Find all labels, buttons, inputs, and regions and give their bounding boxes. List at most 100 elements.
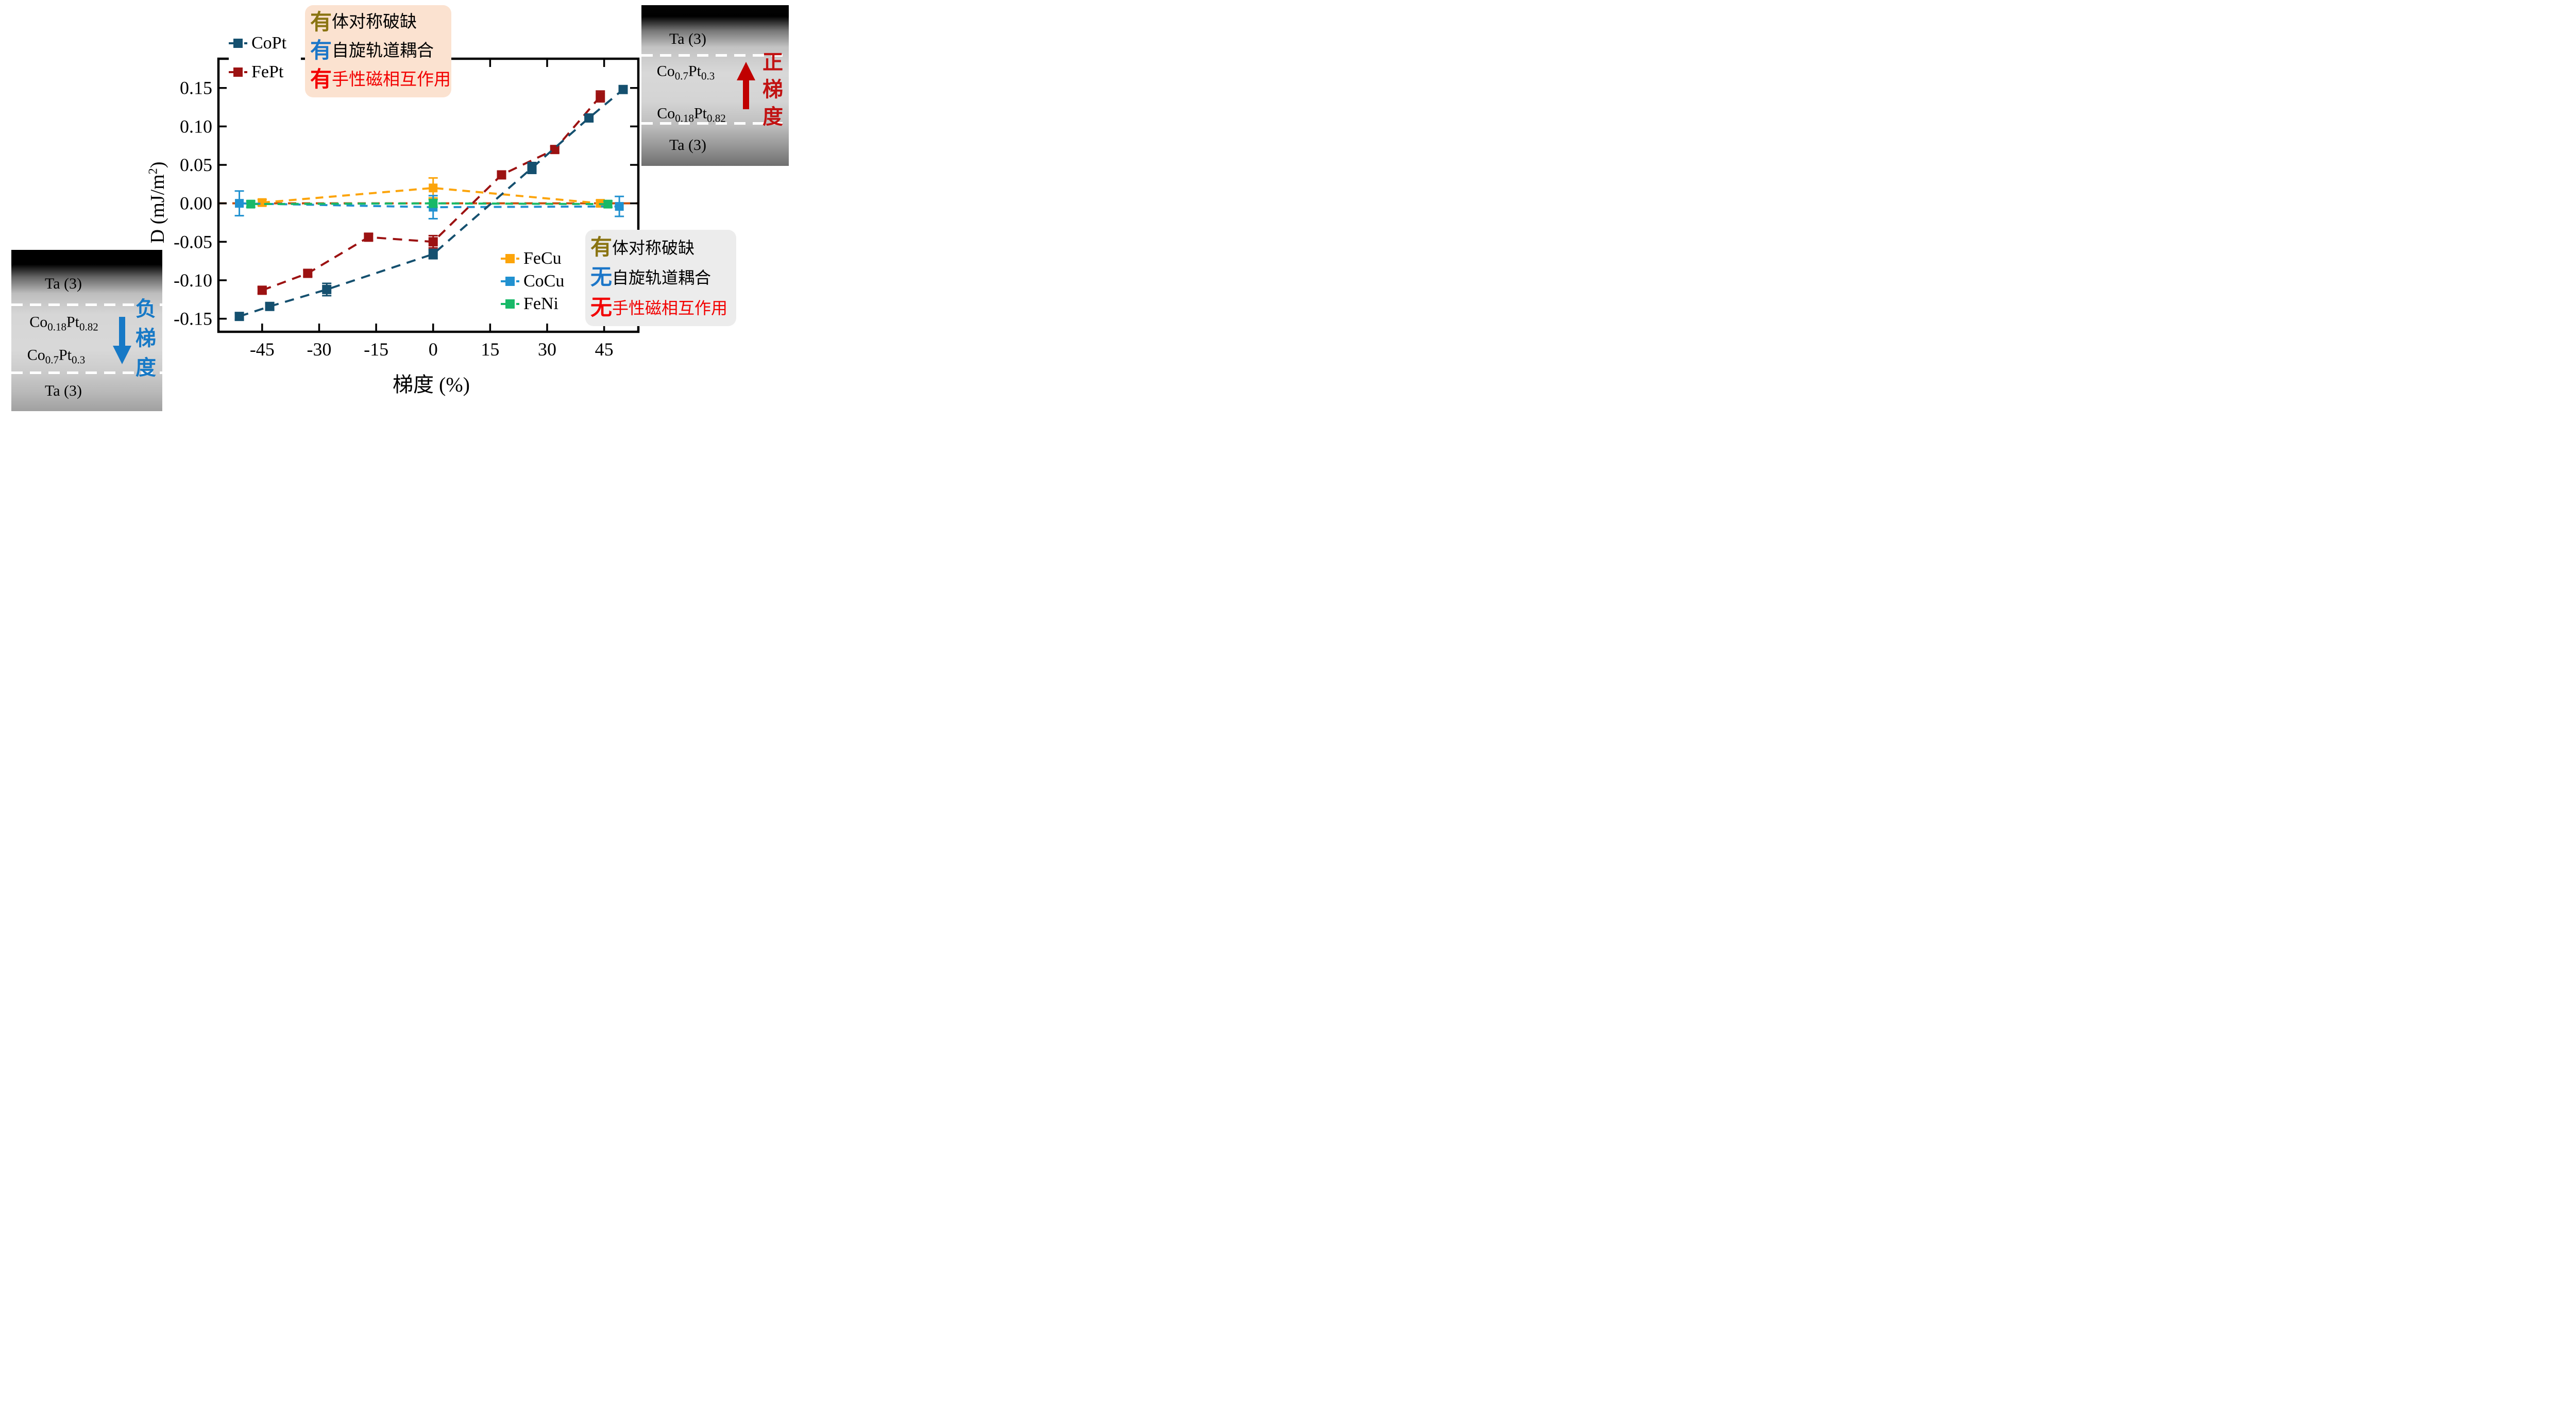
gradient-char: 度 bbox=[762, 105, 783, 128]
marker-FeCu bbox=[429, 183, 438, 193]
gradient-char: 梯 bbox=[135, 327, 156, 350]
marker-FePt bbox=[550, 145, 560, 155]
formula-part: Co bbox=[656, 62, 675, 80]
line-body: 手性磁相互作用 bbox=[332, 70, 451, 89]
feni-marker-icon bbox=[501, 299, 519, 309]
lead-char: 有 bbox=[310, 10, 332, 35]
lead-char: 有 bbox=[590, 236, 613, 260]
annotation-line: 有 手性磁相互作用 bbox=[310, 68, 451, 92]
lead-char: 有 bbox=[310, 68, 332, 92]
annotation-line: 有 体对称破缺 bbox=[590, 237, 731, 259]
formula-part: Co bbox=[27, 346, 45, 364]
legend-label-feni: FeNi bbox=[523, 294, 558, 313]
layer-label-ta-bottom: Ta (3) bbox=[669, 137, 707, 154]
line-body: 自旋轨道耦合 bbox=[332, 41, 434, 60]
formula-sub: 0.82 bbox=[79, 320, 98, 333]
formula-sub: 0.7 bbox=[674, 70, 688, 82]
y-axis-label-sup: 2 bbox=[146, 168, 160, 175]
y-tick-label: 0.05 bbox=[180, 155, 212, 175]
lead-char: 无 bbox=[590, 296, 613, 320]
line-body: 体对称破缺 bbox=[612, 239, 695, 258]
gradient-char: 正 bbox=[762, 50, 783, 74]
x-tick-label: 45 bbox=[595, 339, 614, 360]
legend-label-fecu: FeCu bbox=[523, 249, 562, 268]
figure-canvas: -45 -30 -15 0 15 30 45 0.15 0.10 0.05 0.00 -0.05 -0.… bbox=[0, 0, 795, 421]
legend-top: CoPt FePt bbox=[229, 32, 301, 83]
marker-FePt bbox=[497, 170, 506, 180]
marker-CoPt bbox=[265, 301, 275, 311]
series-FeNi bbox=[246, 198, 613, 209]
y-axis-label: D (mJ/m2) bbox=[146, 162, 169, 244]
series-FeCu bbox=[257, 177, 605, 208]
line-body: 体对称破缺 bbox=[332, 13, 417, 32]
marker-CoPt bbox=[584, 113, 594, 123]
fecu-marker-icon bbox=[501, 254, 519, 263]
marker-FePt bbox=[596, 92, 605, 101]
inset-negative-gradient-stack: Ta (3) Co0.18Pt0.82 Co0.7Pt0.3 Ta (3) 负 … bbox=[11, 250, 162, 411]
negative-gradient-text: 负 梯 度 bbox=[135, 294, 156, 382]
inset-positive-gradient-stack: Ta (3) Co0.7Pt0.3 Co0.18Pt0.82 Ta (3) 正 … bbox=[641, 5, 789, 166]
layer-label-ta-top: Ta (3) bbox=[669, 30, 707, 47]
layer-label-ta-top: Ta (3) bbox=[44, 275, 82, 292]
series-FePt bbox=[257, 90, 605, 295]
formula-sub: 0.18 bbox=[47, 320, 66, 333]
legend-item-fept: FePt bbox=[229, 62, 301, 82]
plot-area bbox=[218, 84, 638, 321]
annotation-line: 有 自旋轨道耦合 bbox=[310, 40, 446, 62]
annotation-line: 无 自旋轨道耦合 bbox=[590, 267, 731, 289]
annotation-box-negative: 有 体对称破缺 无 自旋轨道耦合 无 手性磁相互作用 bbox=[585, 230, 736, 326]
legend-label-fept: FePt bbox=[251, 62, 284, 81]
y-axis-label-text: D (mJ/m bbox=[147, 174, 168, 244]
y-tick-label: -0.05 bbox=[174, 231, 212, 252]
marker-FePt bbox=[257, 285, 267, 295]
marker-FeCu bbox=[258, 198, 267, 207]
lead-char: 无 bbox=[590, 266, 613, 290]
legend-label-cocu: CoCu bbox=[523, 272, 565, 291]
x-tick-label: 15 bbox=[481, 339, 499, 360]
formula-part: Pt bbox=[58, 346, 72, 364]
marker-FeNi bbox=[429, 199, 438, 208]
marker-CoPt bbox=[428, 249, 438, 259]
series-CoPt bbox=[234, 84, 628, 321]
x-tick-label: 0 bbox=[429, 339, 438, 360]
x-tick-label: -30 bbox=[307, 339, 331, 360]
formula-part: Co bbox=[29, 313, 48, 331]
legend-bottom: FeCu CoCu FeNi bbox=[501, 247, 578, 315]
marker-FeNi bbox=[603, 199, 613, 209]
formula-part: Co bbox=[657, 105, 675, 122]
marker-CoPt bbox=[527, 163, 537, 173]
x-tick-label: -45 bbox=[250, 339, 275, 360]
marker-CoPt bbox=[234, 312, 244, 321]
annotation-line: 有 体对称破缺 bbox=[310, 12, 446, 33]
legend-item-cocu: CoCu bbox=[501, 271, 578, 292]
legend-item-copt: CoPt bbox=[229, 33, 301, 54]
line-body: 手性磁相互作用 bbox=[612, 298, 728, 317]
formula-sub: 0.3 bbox=[72, 353, 86, 366]
gradient-char: 负 bbox=[135, 297, 156, 320]
y-tick-label: -0.15 bbox=[174, 309, 212, 329]
marker-CoCu bbox=[235, 199, 244, 208]
down-arrow-icon bbox=[113, 317, 131, 364]
formula-sub: 0.7 bbox=[45, 353, 59, 366]
legend-label-copt: CoPt bbox=[251, 33, 287, 53]
gradient-char: 度 bbox=[135, 356, 156, 379]
line-body: 自旋轨道耦合 bbox=[612, 268, 711, 287]
marker-CoPt bbox=[618, 84, 628, 94]
copt-marker-icon bbox=[229, 39, 247, 48]
layer-label-co7pt3: Co0.7Pt0.3 bbox=[657, 63, 715, 83]
layer-label-co18pt82: Co0.18Pt0.82 bbox=[29, 314, 98, 334]
x-tick-label: 30 bbox=[538, 339, 556, 360]
marker-FeNi bbox=[246, 199, 256, 209]
legend-item-fecu: FeCu bbox=[501, 248, 578, 269]
annotation-box-positive: 有 体对称破缺 有 自旋轨道耦合 有 手性磁相互作用 bbox=[305, 5, 451, 97]
y-tick-label: 0.10 bbox=[180, 116, 212, 137]
layer-label-co7pt3: Co0.7Pt0.3 bbox=[27, 347, 86, 367]
interface-dashed-line bbox=[641, 122, 789, 125]
positive-gradient-text: 正 梯 度 bbox=[762, 48, 783, 130]
layer-label-co18pt82: Co0.18Pt0.82 bbox=[657, 105, 726, 125]
formula-sub: 0.3 bbox=[701, 70, 715, 82]
gradient-char: 梯 bbox=[762, 78, 783, 101]
y-tick-label: 0.15 bbox=[180, 78, 212, 98]
formula-part: Pt bbox=[688, 62, 702, 80]
formula-part: Pt bbox=[693, 105, 707, 122]
